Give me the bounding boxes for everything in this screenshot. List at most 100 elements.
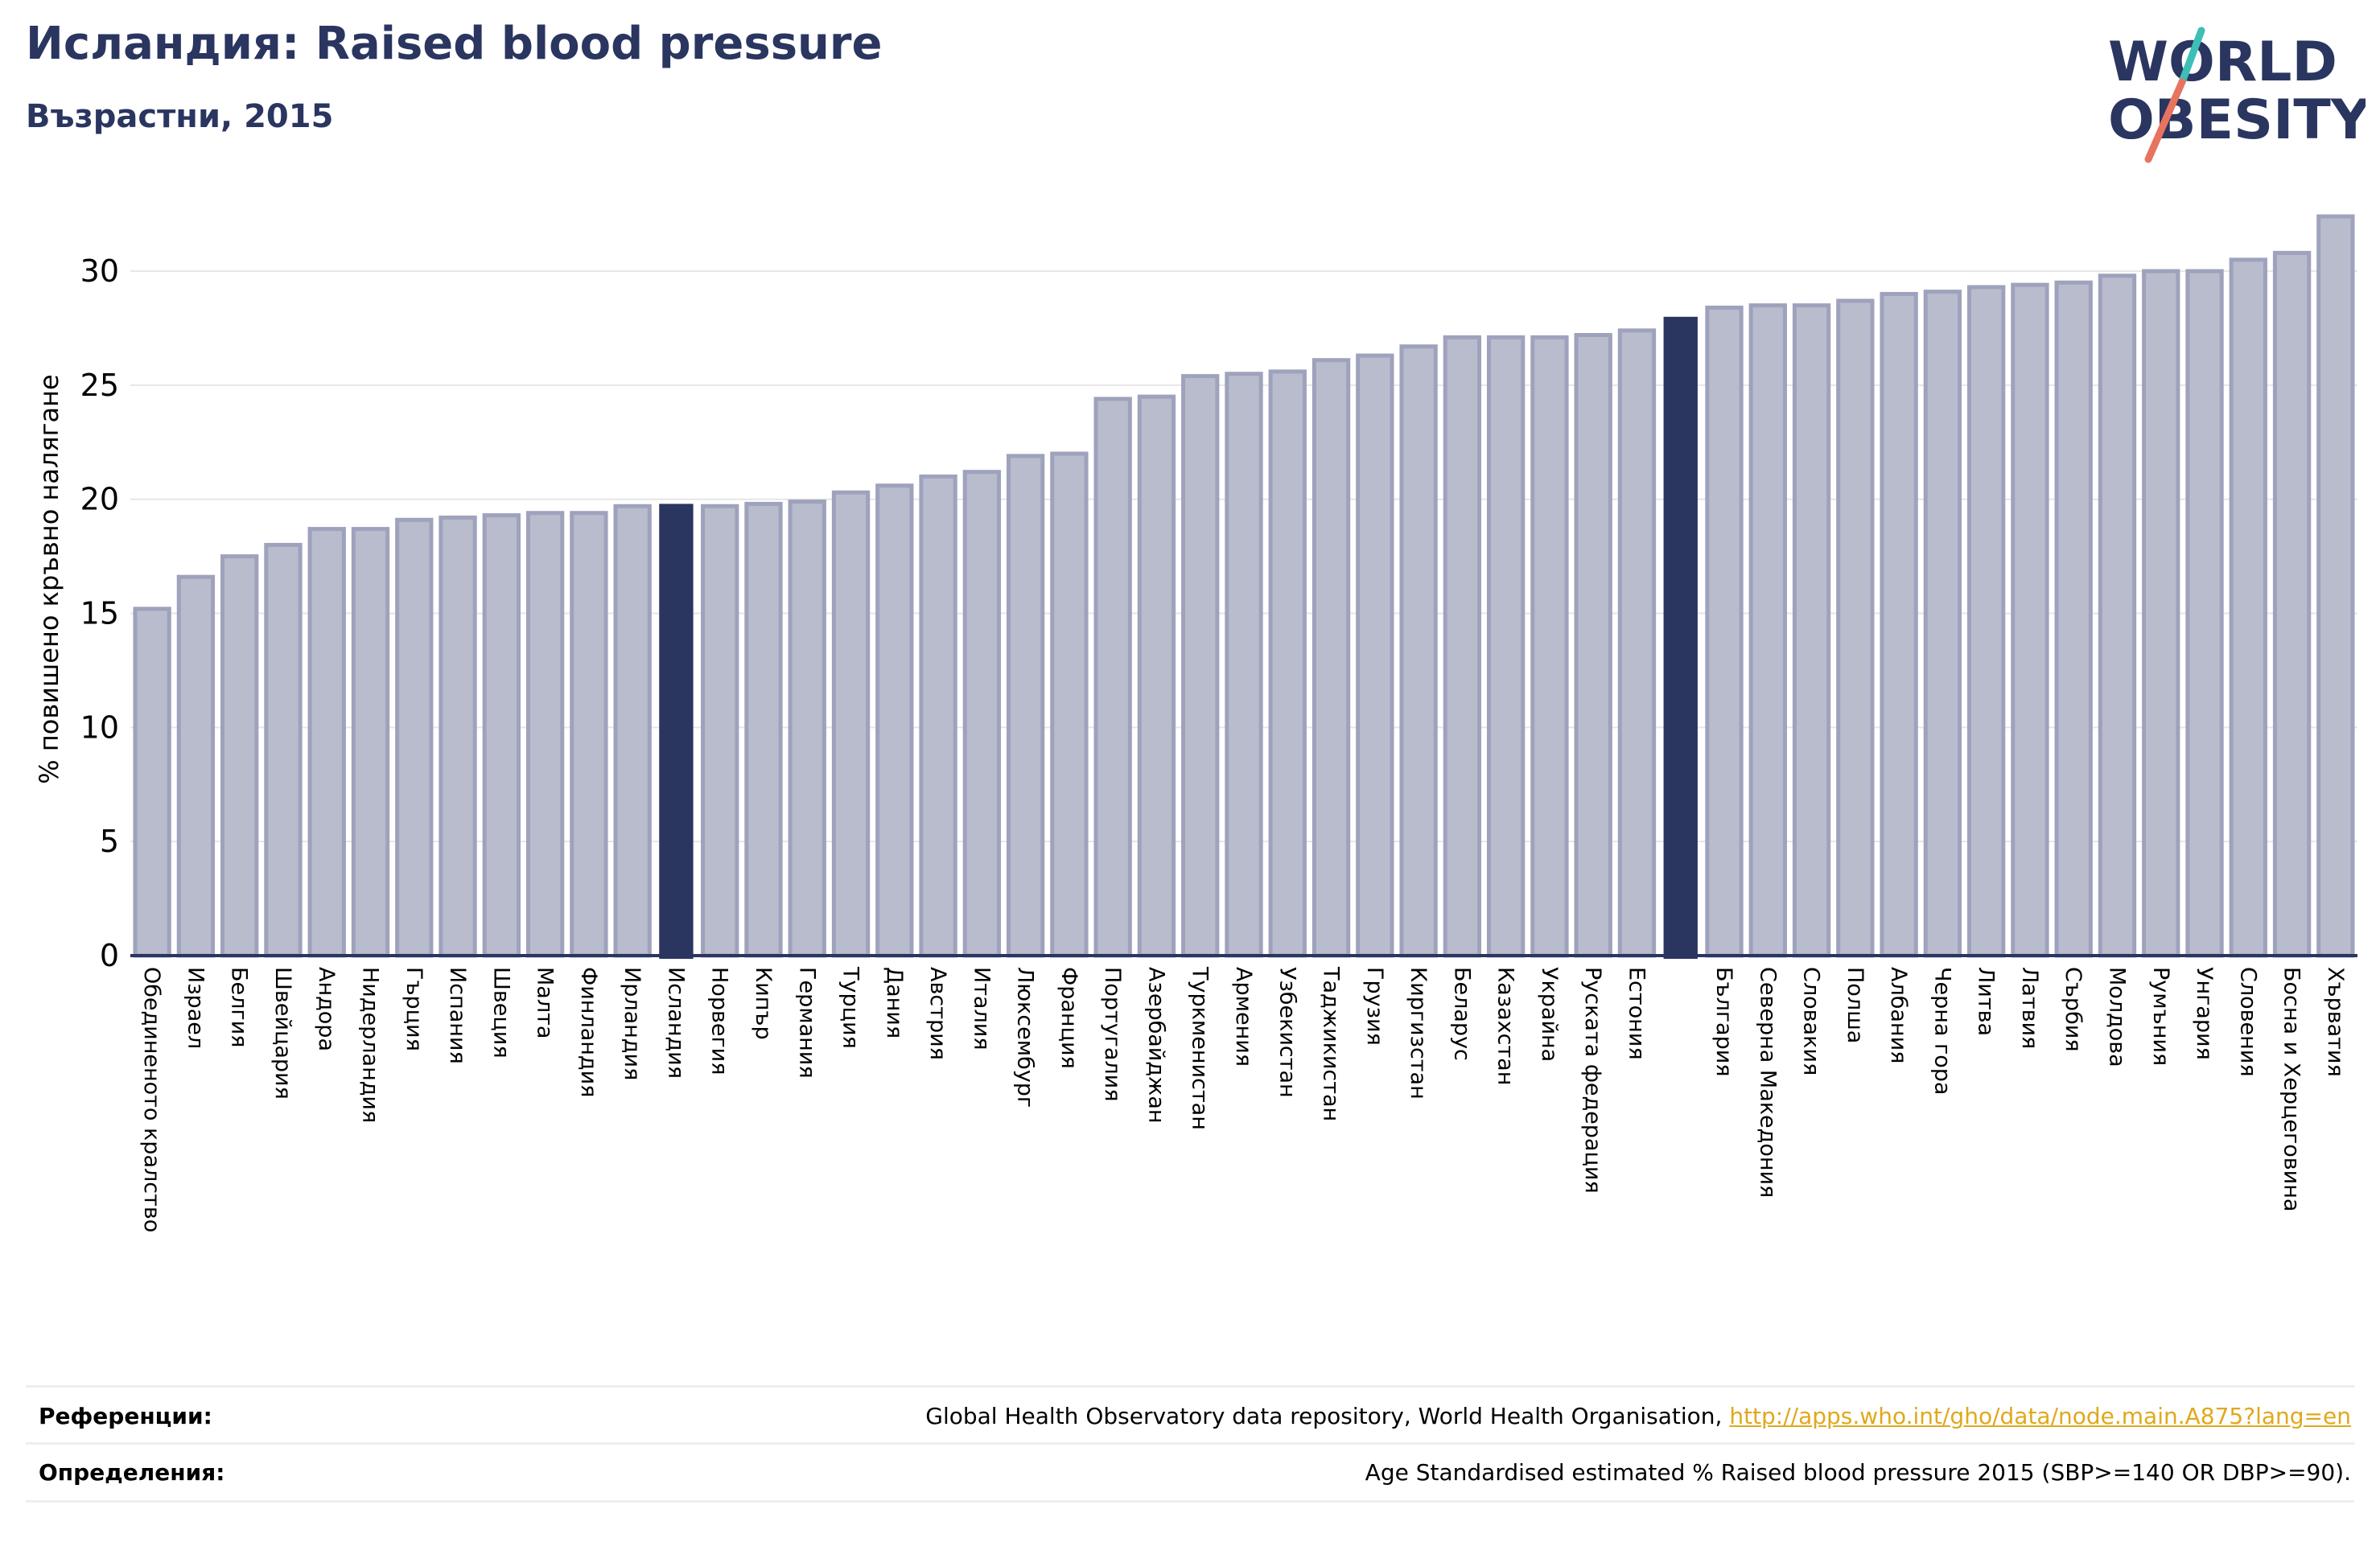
- x-tick-label: Руската федерация: [1580, 967, 1605, 1194]
- bar: [1311, 358, 1351, 958]
- x-tick-label: Хърватия: [2323, 967, 2348, 1077]
- x-tick-label: Туркменистан: [1188, 966, 1213, 1130]
- definitions-label: Определения:: [39, 1459, 225, 1486]
- x-tick-label: Германия: [794, 967, 819, 1079]
- bar: [2316, 214, 2355, 958]
- bar: [482, 513, 521, 958]
- bar: [351, 527, 390, 958]
- bar: [1574, 333, 1612, 958]
- x-tick-label: Румъния: [2148, 967, 2173, 1066]
- bar: [133, 607, 171, 958]
- bar: [1880, 291, 1918, 958]
- x-tick-label: Грузия: [1362, 967, 1387, 1046]
- bar: [395, 517, 434, 958]
- y-tick-label: 5: [100, 824, 119, 859]
- x-tick-label: Узбекистан: [1274, 967, 1299, 1098]
- x-tick-label: Испания: [445, 967, 470, 1064]
- bar: [1923, 290, 1962, 958]
- x-tick-label: Унгария: [2192, 967, 2217, 1060]
- bar: [1399, 344, 1438, 958]
- bar: [1705, 305, 1744, 958]
- x-tick-label: Швейцария: [270, 967, 295, 1100]
- bar: [962, 470, 1002, 958]
- x-tick-label: Словения: [2235, 967, 2260, 1077]
- x-tick-label: Нидерландия: [358, 967, 383, 1123]
- x-tick-label: Андора: [314, 967, 339, 1051]
- definitions-text: Age Standardised estimated % Raised bloo…: [1365, 1459, 2351, 1486]
- x-tick-label: Дания: [882, 967, 907, 1038]
- footer-rule-top: [26, 1385, 2354, 1388]
- x-tick-label: Австрия: [925, 967, 950, 1060]
- x-tick-label: Босна и Херцеговина: [2279, 967, 2304, 1211]
- bar: [264, 542, 303, 958]
- x-tick-label: Словакия: [1799, 967, 1824, 1075]
- bar: [1966, 285, 2006, 958]
- x-tick-label: Латвия: [2017, 967, 2042, 1049]
- bar: [2185, 269, 2224, 958]
- x-tick-label: Естония: [1624, 967, 1649, 1060]
- x-tick-label: Финландия: [576, 967, 601, 1097]
- references-text: Global Health Observatory data repositor…: [925, 1403, 2351, 1429]
- x-tick-label: Литва: [1974, 967, 1999, 1036]
- bar: [2011, 282, 2049, 958]
- bar: [788, 500, 826, 958]
- chart-subtitle: Възрастни, 2015: [26, 98, 334, 135]
- bar: [1836, 298, 1875, 958]
- y-tick-label: 0: [100, 938, 119, 973]
- x-tick-label: Португалия: [1100, 967, 1125, 1101]
- chart-title: Исландия: Raised blood pressure: [26, 18, 883, 70]
- x-tick-label: Армения: [1231, 967, 1256, 1067]
- bar: [1225, 372, 1263, 958]
- bar: [1050, 451, 1089, 958]
- bar: [2054, 280, 2093, 958]
- x-tick-label: Франция: [1056, 967, 1081, 1069]
- x-tick-label: Исландия: [663, 967, 688, 1079]
- bar: [613, 504, 652, 958]
- bar: [1268, 369, 1307, 958]
- bar: [176, 574, 216, 958]
- x-tick-label: България: [1711, 967, 1736, 1077]
- y-tick-label: 30: [80, 253, 119, 289]
- references-link[interactable]: http://apps.who.int/gho/data/node.main.A…: [1729, 1403, 2351, 1429]
- bar: [570, 511, 608, 958]
- x-tick-label: Белгия: [227, 967, 252, 1047]
- x-tick-label: Израел: [183, 967, 208, 1049]
- bar: [2098, 273, 2137, 958]
- x-tick-label: Кипър: [751, 967, 776, 1040]
- bar: [1006, 454, 1045, 958]
- bar: [2142, 269, 2180, 958]
- x-tick-label: Киргизстан: [1406, 967, 1431, 1100]
- x-tick-label: Турция: [838, 966, 863, 1049]
- logo-line2: OBESITY: [2108, 88, 2366, 152]
- x-tick-label: Таджикистан: [1319, 966, 1344, 1121]
- x-tick-label: Северна Македония: [1755, 967, 1780, 1198]
- x-tick-label: Молдова: [2104, 967, 2129, 1067]
- bar: [220, 554, 259, 958]
- x-tick-label: Азербайджан: [1143, 967, 1168, 1124]
- references-source: Global Health Observatory data repositor…: [925, 1403, 1730, 1429]
- bar: [1093, 397, 1132, 958]
- bar: [1356, 353, 1394, 958]
- x-tick-label: Сърбия: [2061, 967, 2086, 1052]
- bar: [701, 504, 739, 958]
- bar-highlight: [659, 504, 694, 959]
- x-tick-label: Албания: [1886, 967, 1911, 1063]
- bar: [1530, 335, 1569, 958]
- bar: [2229, 257, 2267, 958]
- x-tick-label: Казахстан: [1493, 967, 1518, 1085]
- references-label: Референции:: [39, 1403, 212, 1429]
- x-tick-label: Гърция: [401, 967, 426, 1051]
- bar: [1443, 335, 1482, 958]
- x-tick-label: Люксембург: [1013, 967, 1038, 1108]
- bar: [439, 515, 477, 958]
- logo-slash-teal: [2178, 27, 2205, 86]
- y-tick-label: 25: [80, 368, 119, 403]
- x-tick-label: Норвегия: [707, 967, 732, 1075]
- x-tick-label: Полша: [1843, 967, 1867, 1043]
- y-tick-label: 15: [80, 596, 119, 631]
- x-tick-label: Беларус: [1449, 967, 1474, 1061]
- y-tick-label: 10: [80, 709, 119, 745]
- bar-highlight: [1663, 316, 1698, 959]
- bar: [1181, 374, 1220, 958]
- bar: [831, 490, 871, 958]
